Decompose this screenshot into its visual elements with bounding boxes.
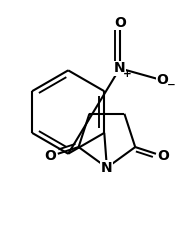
Text: N: N	[101, 161, 113, 175]
Text: +: +	[123, 69, 132, 79]
Text: O: O	[158, 149, 169, 163]
Text: −: −	[167, 80, 176, 90]
Text: O: O	[157, 73, 168, 87]
Text: O: O	[44, 149, 56, 163]
Text: O: O	[114, 16, 126, 30]
Text: N: N	[114, 61, 126, 75]
